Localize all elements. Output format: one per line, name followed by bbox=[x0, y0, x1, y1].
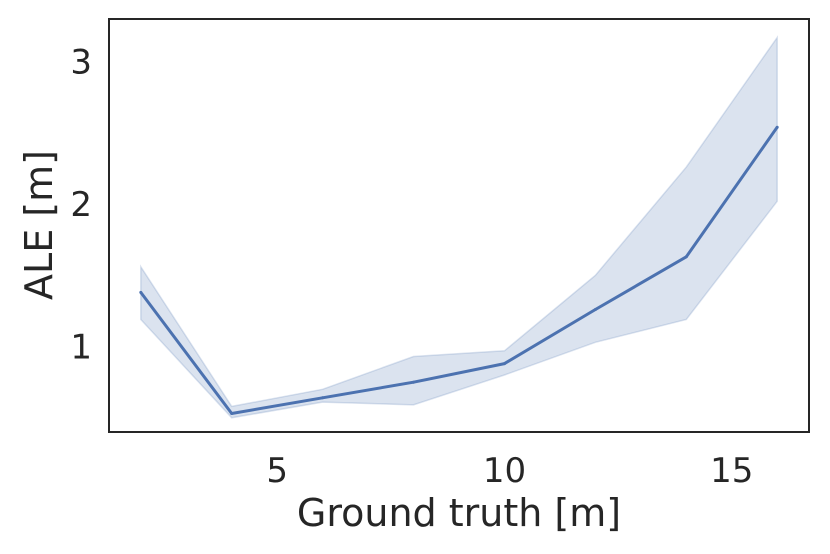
data-point bbox=[503, 362, 506, 366]
x-tick-label: 5 bbox=[266, 451, 288, 491]
data-point bbox=[412, 380, 415, 384]
x-tick-label: 10 bbox=[483, 451, 526, 491]
data-point bbox=[139, 290, 143, 294]
y-axis-label: ALE [m] bbox=[17, 150, 61, 300]
y-tick-label: 3 bbox=[70, 43, 92, 83]
plot-frame bbox=[108, 18, 810, 433]
data-point bbox=[775, 125, 779, 129]
data-point bbox=[230, 412, 234, 415]
x-axis-label: Ground truth [m] bbox=[297, 491, 621, 535]
y-tick-label: 1 bbox=[70, 328, 92, 368]
confidence-band-0 bbox=[140, 35, 778, 419]
x-tick-label: 15 bbox=[710, 451, 753, 491]
data-point bbox=[321, 396, 325, 400]
series-line-0 bbox=[139, 126, 779, 415]
data-point bbox=[684, 255, 688, 259]
y-tick-label: 2 bbox=[70, 185, 92, 225]
data-point bbox=[593, 308, 597, 311]
